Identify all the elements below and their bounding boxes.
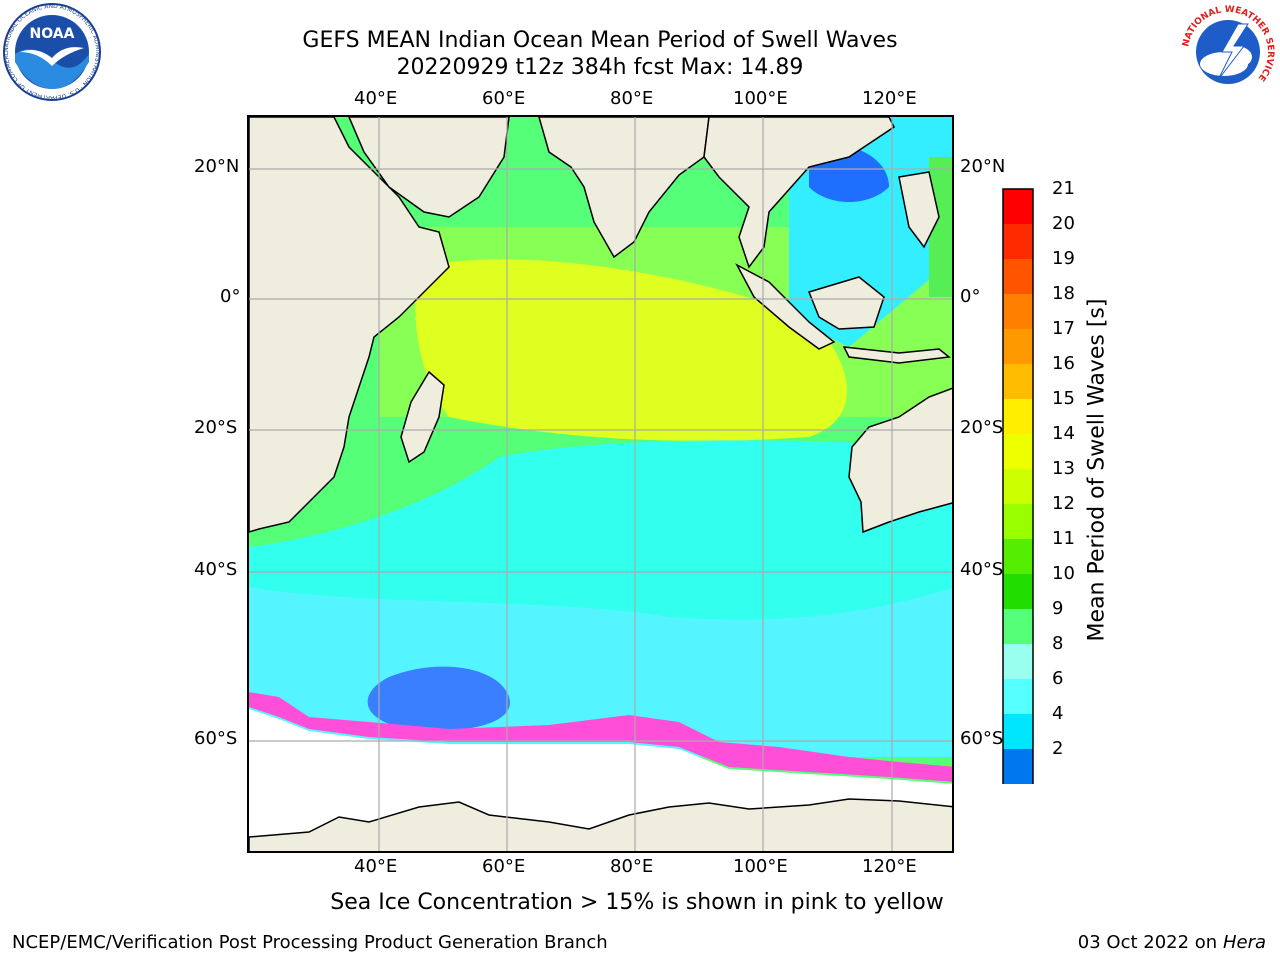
colorbar-segment: [1003, 574, 1033, 609]
lon-tick-top: 80°E: [610, 88, 654, 109]
colorbar-tick-label: 10: [1052, 563, 1075, 584]
chart-subtitle: 20220929 t12z 384h fcst Max: 14.89: [396, 55, 804, 80]
noaa-logo: NATIONAL OCEANIC AND ATMOSPHERIC ADMINIS…: [2, 2, 101, 101]
colorbar-segment: [1003, 539, 1033, 574]
graticule: [249, 117, 952, 851]
lon-tick-top: 60°E: [482, 88, 526, 109]
colorbar-tick-label: 9: [1052, 598, 1064, 619]
lat-tick-right: 40°S: [960, 559, 1004, 580]
lat-tick-right: 0°: [960, 286, 981, 307]
colorbar-segment: [1003, 224, 1033, 259]
lat-tick-left: 0°: [220, 286, 241, 307]
land-borneo: [807, 276, 885, 330]
map-svg: [249, 117, 952, 851]
land-australia: [848, 387, 952, 534]
sea-ice-edge: [249, 692, 952, 782]
colorbar-tick-label: 13: [1052, 458, 1075, 479]
footer-date-text: 03 Oct 2022 on: [1077, 932, 1223, 953]
ocean-high-swell-zone: [415, 259, 847, 441]
lon-tick-bottom: 100°E: [733, 856, 788, 877]
colorbar-outline: [1002, 188, 1034, 784]
sea-ice-caption: Sea Ice Concentration > 15% is shown in …: [330, 890, 944, 915]
colorbar-tick-label: 16: [1052, 353, 1075, 374]
colorbar-segment: [1003, 399, 1033, 434]
lat-tick-left: 60°S: [194, 728, 238, 749]
lon-tick-top: 40°E: [354, 88, 398, 109]
colorbar-segment: [1003, 259, 1033, 294]
colorbar-tick-label: 2: [1052, 738, 1064, 759]
colorbar-segment: [1003, 189, 1033, 224]
ocean-low-swell-patch: [367, 666, 510, 731]
colorbar-tick-label: 14: [1052, 423, 1075, 444]
colorbar-tick-label: 18: [1052, 283, 1075, 304]
land-sumatra: [735, 263, 836, 350]
lon-tick-bottom: 60°E: [482, 856, 526, 877]
colorbar-segment: [1003, 504, 1033, 539]
colorbar-segment: [1003, 294, 1033, 329]
colorbar-tick-label: 4: [1052, 703, 1064, 724]
land-philippines: [898, 171, 940, 249]
lat-tick-left: 20°S: [194, 417, 238, 438]
colorbar-segment: [1003, 644, 1033, 679]
colorbar-segment: [1003, 329, 1033, 364]
colorbar: [1002, 188, 1034, 784]
land-africa: [249, 117, 450, 533]
footer-credit: NCEP/EMC/Verification Post Processing Pr…: [12, 932, 608, 953]
lat-tick-left: 40°S: [194, 559, 238, 580]
land-madagascar: [400, 370, 445, 464]
noaa-logo-text: NOAA: [30, 26, 75, 42]
land-java: [842, 346, 951, 364]
ocean-east-green-patch: [929, 157, 952, 297]
lon-tick-top: 100°E: [733, 88, 788, 109]
nws-logo: NATIONAL WEATHER SERVICE: [1180, 4, 1276, 100]
map-panel: [247, 115, 954, 853]
colorbar-title: Mean Period of Swell Waves [s]: [1084, 298, 1110, 642]
colorbar-tick-label: 20: [1052, 213, 1075, 234]
footer-date: 03 Oct 2022 on Hera: [1078, 932, 1266, 953]
colorbar-segment: [1003, 364, 1033, 399]
lon-tick-top: 120°E: [862, 88, 917, 109]
colorbar-tick-label: 12: [1052, 493, 1075, 514]
land-antarctica: [249, 798, 952, 851]
colorbar-segment: [1003, 749, 1033, 784]
chart-title: GEFS MEAN Indian Ocean Mean Period of Sw…: [302, 28, 898, 53]
lat-tick-right: 60°S: [960, 728, 1004, 749]
colorbar-segment: [1003, 714, 1033, 749]
colorbar-tick-label: 17: [1052, 318, 1075, 339]
footer-host: Hera: [1222, 932, 1266, 953]
land-southeast-asia: [703, 117, 895, 269]
colorbar-segment: [1003, 434, 1033, 469]
colorbar-segment: [1003, 679, 1033, 714]
lon-tick-bottom: 120°E: [862, 856, 917, 877]
colorbar-tick-label: 19: [1052, 248, 1075, 269]
colorbar-tick-label: 21: [1052, 178, 1075, 199]
colorbar-tick-label: 8: [1052, 633, 1064, 654]
lat-tick-right: 20°N: [960, 156, 1006, 177]
lat-tick-left: 20°N: [194, 156, 240, 177]
colorbar-segment: [1003, 609, 1033, 644]
lon-tick-bottom: 40°E: [354, 856, 398, 877]
colorbar-tick-label: 11: [1052, 528, 1075, 549]
colorbar-tick-label: 6: [1052, 668, 1064, 689]
lat-tick-right: 20°S: [960, 417, 1004, 438]
lon-tick-bottom: 80°E: [610, 856, 654, 877]
colorbar-tick-label: 15: [1052, 388, 1075, 409]
colorbar-segment: [1003, 469, 1033, 504]
